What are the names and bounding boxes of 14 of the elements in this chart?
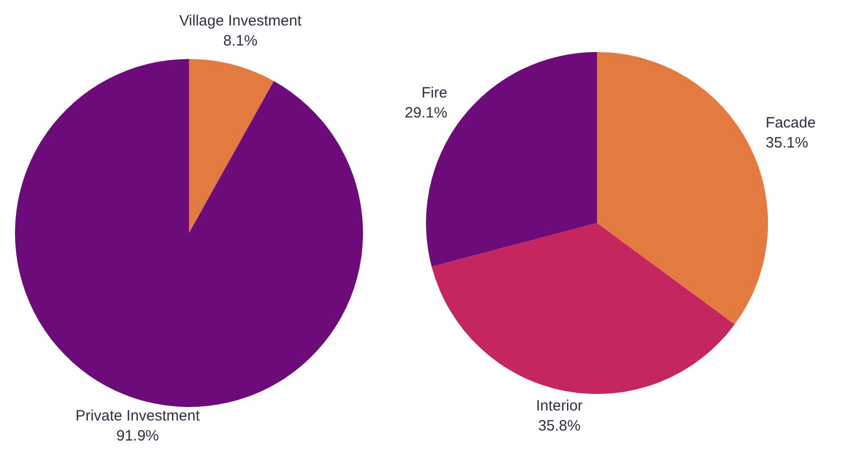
- data-label: 29.1%: [404, 104, 448, 122]
- pie-slice: [189, 59, 274, 233]
- data-label: 91.9%: [116, 427, 159, 444]
- slice-label: Facade: [766, 114, 816, 132]
- pie-slice: [432, 223, 735, 394]
- slice-label: Village Investment: [179, 12, 302, 30]
- slice-label: Fire: [421, 84, 448, 102]
- pie-slice: [597, 52, 768, 324]
- data-label: 8.1%: [223, 32, 258, 50]
- slice-label: Private Investment: [76, 407, 201, 424]
- slice-label: Interior: [536, 397, 583, 414]
- data-label: 35.1%: [766, 134, 808, 152]
- data-label: 35.8%: [538, 417, 581, 434]
- pie-slice: [15, 59, 363, 407]
